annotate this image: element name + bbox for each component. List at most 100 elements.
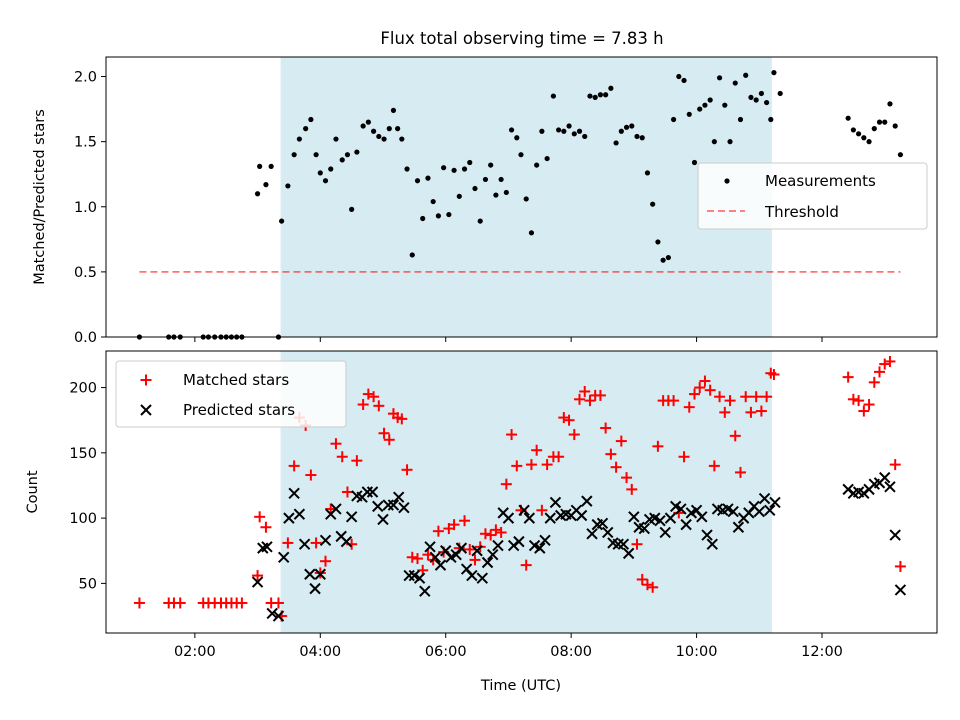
predicted-star-point (424, 541, 436, 553)
legend-measurements-marker (724, 178, 730, 184)
measurement-point (451, 167, 457, 173)
measurement-point (686, 111, 692, 117)
matched-star-point (847, 393, 859, 405)
measurement-point (716, 75, 723, 81)
measurement-point (582, 133, 588, 140)
matched-star-point (479, 528, 491, 540)
matched-star-point (490, 524, 502, 536)
predicted-star-point (398, 501, 410, 514)
matched-star-point (272, 597, 284, 609)
predicted-star-point (466, 569, 478, 582)
measurement-point (534, 162, 540, 168)
measurement-point (748, 94, 754, 100)
matched-star-point (260, 521, 272, 533)
measurement-point (328, 166, 334, 172)
measurement-point (655, 239, 661, 245)
matched-star-point (378, 427, 390, 439)
matched-star-point (448, 519, 460, 531)
legend-measurements-label: Measurements (765, 172, 876, 190)
matched-star-point (740, 391, 752, 403)
measurement-point (861, 135, 867, 141)
measurement-point (477, 218, 483, 224)
matched-star-point (768, 369, 780, 380)
measurement-point (488, 162, 494, 168)
predicted-star-point (758, 492, 771, 505)
measurement-point (566, 123, 572, 129)
measurement-point (707, 97, 713, 103)
matched-star-point (411, 553, 423, 565)
top-plot-frame (105, 56, 938, 338)
matched-star-point (853, 395, 865, 407)
predicted-star-point (419, 585, 431, 597)
matched-star-point (761, 391, 773, 403)
matched-star-point (330, 438, 342, 450)
predicted-star-point (518, 504, 530, 516)
matched-star-point (615, 435, 627, 447)
measurement-point (732, 80, 738, 86)
matched-star-point (563, 414, 575, 426)
predicted-star-point (654, 515, 666, 527)
measurement-point (681, 77, 687, 84)
matched-star-point (724, 395, 736, 407)
predicted-star-point (701, 529, 713, 541)
measurement-point (503, 189, 509, 196)
matched-star-point (729, 430, 741, 442)
predicted-star-point (251, 576, 264, 588)
matched-star-point (600, 422, 612, 434)
predicted-star-point (575, 509, 588, 522)
matched-star-point (368, 391, 380, 403)
matched-star-point (485, 529, 497, 541)
measurement-point (381, 136, 387, 142)
predicted-star-point (309, 582, 321, 595)
matched-star-point (383, 434, 395, 446)
measurement-point (603, 92, 609, 98)
predicted-star-point (361, 486, 374, 498)
measurement-point (376, 133, 382, 140)
measurement-point (544, 155, 550, 162)
predicted-star-point (544, 512, 556, 524)
predicted-star-point (889, 529, 901, 541)
predicted-star-point (492, 539, 504, 552)
predicted-star-point (319, 534, 332, 547)
measurement-point (441, 165, 447, 171)
matched-star-point (678, 451, 690, 463)
matched-star-point (396, 413, 408, 425)
x-tick-label: 06:00 (425, 644, 467, 660)
x-tick-label: 04:00 (299, 644, 341, 660)
matched-star-point (511, 460, 523, 472)
predicted-star-point (340, 535, 353, 548)
measurement-point (711, 139, 717, 145)
predicted-star-point (628, 511, 640, 523)
top-x-ticks (194, 337, 823, 342)
measurement-point (743, 72, 749, 78)
matched-star-point (636, 573, 648, 585)
matched-star-point (734, 466, 746, 478)
matched-star-point (626, 483, 638, 495)
predicted-star-point (638, 522, 651, 535)
measurement-point (556, 127, 562, 133)
matched-star-point (584, 395, 596, 407)
matched-star-point (558, 412, 570, 424)
predicted-star-point (293, 508, 306, 520)
matched-star-point (894, 560, 906, 572)
measurement-point (508, 127, 515, 133)
matched-star-point (574, 393, 586, 405)
measurement-point (639, 135, 645, 141)
measurement-point (518, 152, 524, 158)
measurement-point (665, 254, 671, 261)
measurement-point (887, 101, 893, 107)
matched-star-point (579, 385, 591, 397)
predicted-star-point (549, 496, 562, 509)
matched-star-point (605, 448, 617, 460)
measurement-point (395, 126, 401, 132)
matched-star-point (863, 399, 875, 411)
measurement-point (399, 136, 405, 142)
matched-star-point (174, 597, 186, 609)
matched-star-point (842, 371, 854, 383)
measurement-point (660, 257, 666, 263)
predicted-star-point (753, 505, 766, 518)
predicted-star-point (366, 486, 379, 498)
measurement-point (482, 176, 489, 183)
predicted-star-point (523, 512, 536, 524)
matched-star-point (631, 538, 643, 550)
